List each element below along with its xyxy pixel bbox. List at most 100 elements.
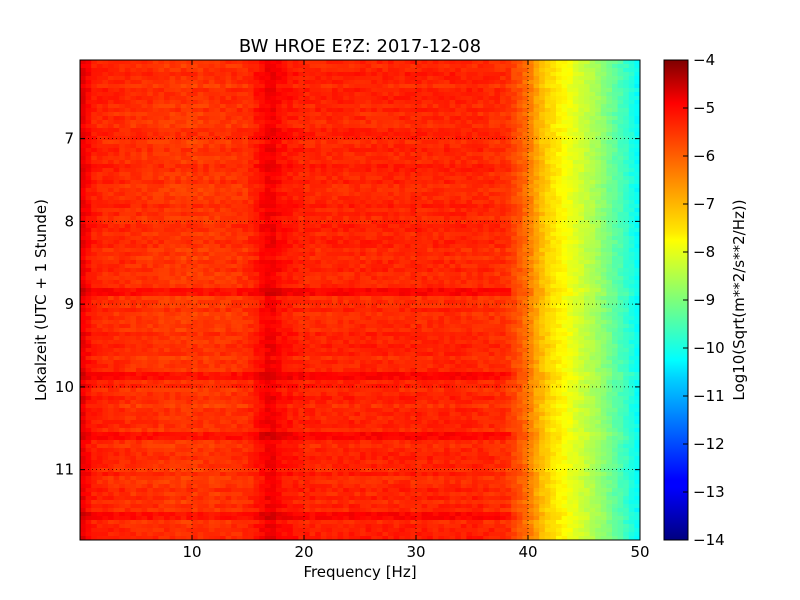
spectrogram-cell <box>539 232 546 237</box>
spectrogram-cell <box>567 128 574 133</box>
spectrogram-cell <box>410 180 417 185</box>
spectrogram-cell <box>91 112 98 117</box>
spectrogram-cell <box>623 120 630 125</box>
spectrogram-cell <box>348 172 355 177</box>
spectrogram-cell <box>444 96 450 101</box>
spectrogram-cell <box>309 244 316 249</box>
spectrogram-cell <box>152 132 159 137</box>
spectrogram-cell <box>96 136 103 141</box>
spectrogram-cell <box>572 252 579 257</box>
spectrogram-cell <box>136 208 142 213</box>
spectrogram-cell <box>460 72 467 77</box>
spectrogram-cell <box>365 156 372 161</box>
spectrogram-cell <box>488 64 495 69</box>
spectrogram-cell <box>500 76 506 81</box>
spectrogram-cell <box>96 188 103 193</box>
spectrogram-cell <box>477 104 484 109</box>
spectrogram-cell <box>634 128 641 133</box>
spectrogram-cell <box>119 244 126 249</box>
spectrogram-cell <box>388 144 394 149</box>
spectrogram-cell <box>130 112 137 117</box>
spectrogram-cell <box>315 200 322 205</box>
spectrogram-cell <box>556 224 562 229</box>
spectrogram-cell <box>444 216 450 221</box>
spectrogram-cell <box>427 144 434 149</box>
spectrogram-cell <box>432 204 439 209</box>
spectrogram-cell <box>270 224 277 229</box>
spectrogram-cell <box>203 76 210 81</box>
spectrogram-cell <box>91 120 98 125</box>
spectrogram-cell <box>606 152 613 157</box>
spectrogram-cell <box>421 88 428 93</box>
spectrogram-cell <box>600 72 607 77</box>
spectrogram-cell <box>175 196 182 201</box>
spectrogram-cell <box>141 192 148 197</box>
spectrogram-cell <box>152 244 159 249</box>
spectrogram-cell <box>348 136 355 141</box>
spectrogram-cell <box>516 256 523 261</box>
spectrogram-cell <box>505 160 512 165</box>
spectrogram-cell <box>438 64 445 69</box>
spectrogram-cell <box>225 220 232 225</box>
spectrogram-cell <box>455 148 462 153</box>
spectrogram-cell <box>264 220 271 225</box>
spectrogram-cell <box>516 240 523 245</box>
spectrogram-cell <box>393 204 400 209</box>
spectrogram-cell <box>399 88 406 93</box>
spectrogram-cell <box>119 112 126 117</box>
spectrogram-cell <box>360 116 366 121</box>
spectrogram-cell <box>315 180 322 185</box>
spectrogram-cell <box>124 240 131 245</box>
spectrogram-cell <box>511 64 518 69</box>
spectrogram-cell <box>113 176 120 181</box>
spectrogram-cell <box>623 192 630 197</box>
spectrogram-cell <box>623 124 630 129</box>
spectrogram-cell <box>141 132 148 137</box>
spectrogram-cell <box>180 72 187 77</box>
spectrogram-cell <box>589 256 596 261</box>
spectrogram-cell <box>186 112 193 117</box>
spectrogram-cell <box>505 180 512 185</box>
spectrogram-cell <box>477 172 484 177</box>
spectrogram-cell <box>348 160 355 165</box>
spectrogram-cell <box>281 236 288 241</box>
spectrogram-cell <box>432 80 439 85</box>
spectrogram-cell <box>494 88 501 93</box>
spectrogram-cell <box>80 256 86 261</box>
spectrogram-cell <box>572 216 579 221</box>
spectrogram-cell <box>287 164 294 169</box>
spectrogram-cell <box>382 200 389 205</box>
spectrogram-cell <box>388 148 394 153</box>
spectrogram-cell <box>225 104 232 109</box>
spectrogram-cell <box>220 248 226 253</box>
spectrogram-cell <box>175 192 182 197</box>
spectrogram-cell <box>80 224 86 229</box>
spectrogram-cell <box>147 120 154 125</box>
spectrogram-cell <box>270 124 277 129</box>
spectrogram-cell <box>444 60 450 65</box>
spectrogram-cell <box>376 120 383 125</box>
spectrogram-cell <box>477 256 484 261</box>
spectrogram-cell <box>376 136 383 141</box>
spectrogram-cell <box>399 176 406 181</box>
spectrogram-cell <box>488 156 495 161</box>
spectrogram-cell <box>421 232 428 237</box>
spectrogram-cell <box>147 180 154 185</box>
spectrogram-cell <box>399 156 406 161</box>
spectrogram-cell <box>119 128 126 133</box>
spectrogram-cell <box>472 248 478 253</box>
spectrogram-cell <box>561 224 568 229</box>
spectrogram-cell <box>472 108 478 113</box>
spectrogram-cell <box>382 180 389 185</box>
spectrogram-cell <box>376 128 383 133</box>
spectrogram-cell <box>623 112 630 117</box>
spectrogram-cell <box>96 252 103 257</box>
spectrogram-cell <box>231 200 238 205</box>
spectrogram-cell <box>612 64 618 69</box>
spectrogram-cell <box>528 60 534 65</box>
spectrogram-cell <box>494 184 501 189</box>
spectrogram-cell <box>119 140 126 145</box>
spectrogram-cell <box>421 256 428 261</box>
spectrogram-cell <box>539 80 546 85</box>
spectrogram-cell <box>192 116 198 121</box>
